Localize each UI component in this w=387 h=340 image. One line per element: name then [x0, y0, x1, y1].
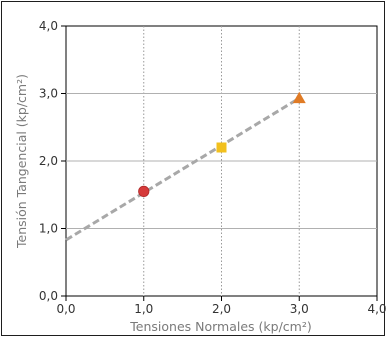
x-tick-label: 2,0: [212, 302, 231, 316]
y-tick-label: 2,0: [39, 154, 58, 168]
grid-lines: [66, 26, 377, 296]
y-tick-label: 4,0: [39, 19, 58, 33]
trendline-group: [65, 96, 301, 242]
x-tick-label: 4,0: [367, 302, 386, 316]
x-axis-title: Tensiones Normales (kp/cm²): [129, 319, 311, 334]
y-tick-label: 0,0: [39, 289, 58, 303]
data-point-triangle: [292, 91, 306, 104]
data-point-circle: [138, 185, 150, 197]
trendline: [65, 96, 301, 242]
x-tick-label: 0,0: [56, 302, 75, 316]
y-tick-label: 1,0: [39, 222, 58, 236]
x-tick-label: 3,0: [290, 302, 309, 316]
data-points: [138, 91, 306, 197]
y-axis-title: Tensión Tangencial (kp/cm²): [14, 74, 29, 249]
axis-ticks: 0,0 1,0 2,0 3,0 4,0 0,0 1,0 2,0 3,0 4,0: [39, 19, 387, 316]
y-tick-label: 3,0: [39, 87, 58, 101]
x-tick-label: 1,0: [134, 302, 153, 316]
data-point-square: [216, 142, 227, 153]
